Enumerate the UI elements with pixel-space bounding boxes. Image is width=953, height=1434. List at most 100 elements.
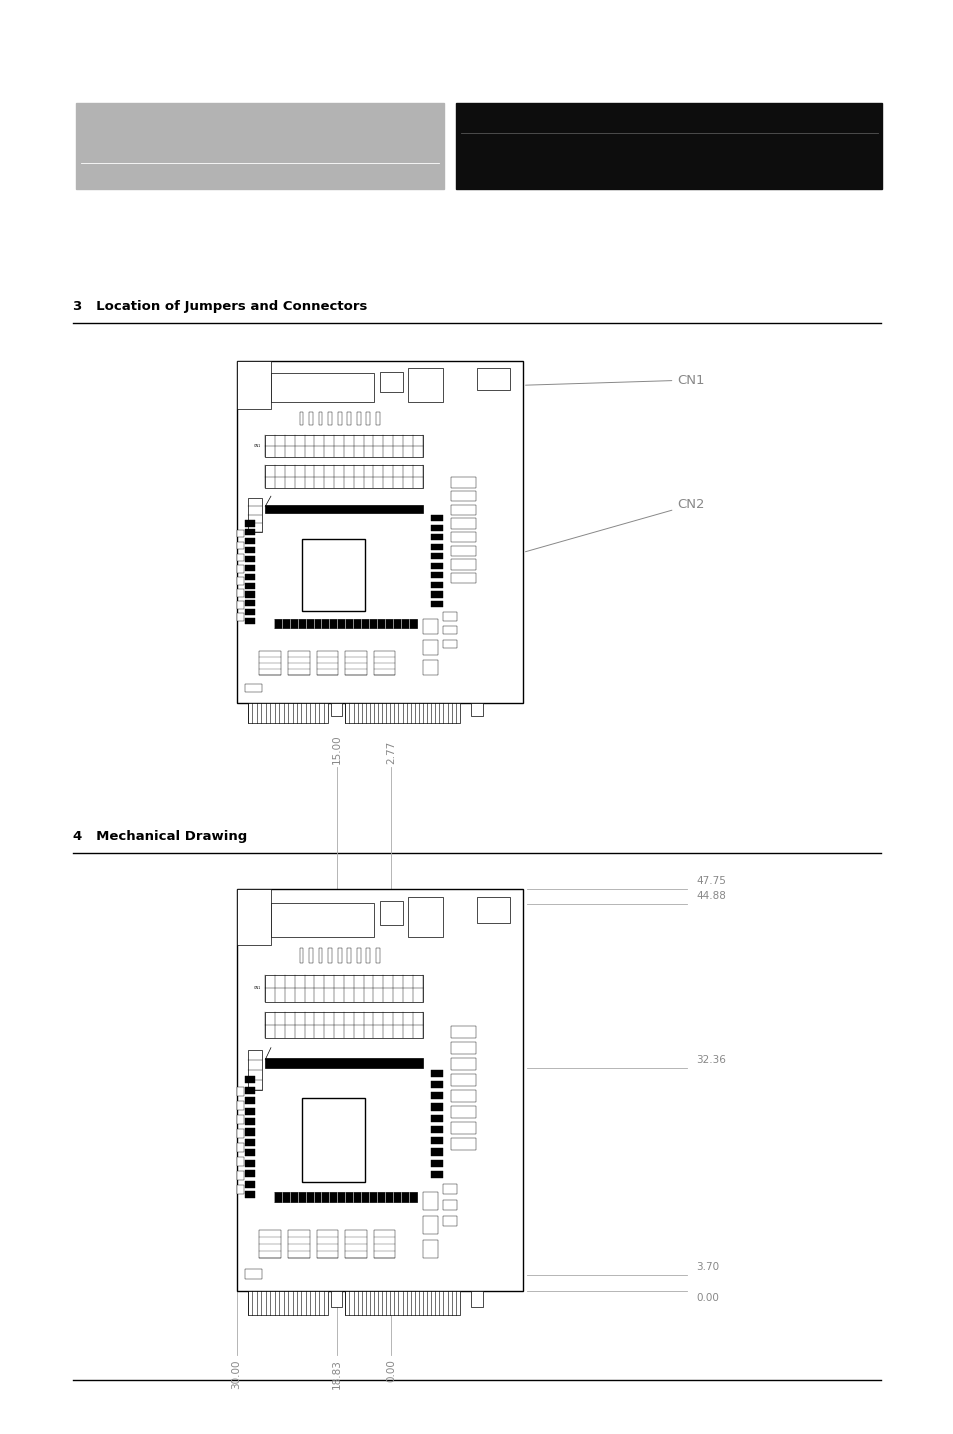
Bar <box>299 948 303 964</box>
Text: 3.70: 3.70 <box>696 1262 719 1272</box>
Bar <box>422 1192 437 1210</box>
Bar <box>379 901 402 925</box>
Bar <box>442 625 456 634</box>
Bar <box>245 546 254 554</box>
Bar <box>245 574 254 579</box>
Bar <box>345 1230 366 1259</box>
Bar <box>451 1139 475 1150</box>
Text: 4   Mechanical Drawing: 4 Mechanical Drawing <box>73 830 248 843</box>
Text: CN1: CN1 <box>253 445 261 447</box>
Bar <box>345 651 366 675</box>
Bar <box>245 609 254 615</box>
Bar <box>236 889 522 1291</box>
Bar <box>318 948 322 964</box>
Bar <box>431 1070 442 1077</box>
Bar <box>245 1087 254 1094</box>
Bar <box>245 591 254 598</box>
Bar <box>236 1143 243 1152</box>
Bar <box>248 1291 328 1315</box>
Bar <box>379 371 402 391</box>
Bar <box>265 1011 422 1038</box>
Bar <box>236 614 243 621</box>
Bar <box>318 412 322 424</box>
Bar <box>442 1200 456 1210</box>
Bar <box>271 373 374 403</box>
Bar <box>302 539 365 611</box>
Bar <box>236 601 243 609</box>
Bar <box>431 1172 442 1179</box>
Bar <box>248 498 262 532</box>
Text: 47.75: 47.75 <box>696 876 725 886</box>
Bar <box>451 518 475 529</box>
Bar <box>366 412 370 424</box>
Bar <box>374 1230 395 1259</box>
Bar <box>265 1058 422 1068</box>
Bar <box>236 889 271 945</box>
Bar <box>451 1025 475 1038</box>
Bar <box>442 1216 456 1226</box>
Bar <box>456 103 882 189</box>
Bar <box>245 582 254 589</box>
Bar <box>245 684 262 693</box>
Bar <box>316 651 337 675</box>
Bar <box>288 1230 310 1259</box>
Bar <box>299 412 303 424</box>
Bar <box>271 903 374 938</box>
Bar <box>274 1192 416 1202</box>
Bar <box>236 1172 243 1180</box>
Bar <box>245 1170 254 1177</box>
Text: 0.00: 0.00 <box>386 1359 395 1382</box>
Bar <box>345 1291 459 1315</box>
Bar <box>245 538 254 545</box>
Bar <box>245 601 254 607</box>
Bar <box>245 521 254 526</box>
Bar <box>328 412 332 424</box>
Bar <box>431 533 442 541</box>
Bar <box>431 1149 442 1156</box>
Bar <box>451 1074 475 1086</box>
Bar <box>451 546 475 556</box>
Text: 3   Location of Jumpers and Connectors: 3 Location of Jumpers and Connectors <box>73 300 368 313</box>
Bar <box>76 103 443 189</box>
Bar <box>451 478 475 488</box>
Bar <box>236 1157 243 1166</box>
Bar <box>309 412 313 424</box>
Bar <box>236 1116 243 1124</box>
Text: CN1: CN1 <box>253 987 261 991</box>
Bar <box>431 554 442 559</box>
Bar <box>451 505 475 515</box>
Bar <box>265 505 422 513</box>
Bar <box>408 898 442 938</box>
Bar <box>245 618 254 624</box>
Bar <box>451 1041 475 1054</box>
Bar <box>309 948 313 964</box>
Bar <box>431 582 442 588</box>
Bar <box>471 703 482 717</box>
Bar <box>331 703 342 717</box>
Bar <box>245 1097 254 1104</box>
Bar <box>442 640 456 648</box>
Bar <box>236 361 522 703</box>
Bar <box>375 412 379 424</box>
Bar <box>245 1129 254 1136</box>
Text: 44.88: 44.88 <box>696 891 725 901</box>
Bar <box>245 1119 254 1126</box>
Bar <box>245 1160 254 1167</box>
Bar <box>236 1087 243 1096</box>
Bar <box>328 948 332 964</box>
Bar <box>345 703 459 723</box>
Text: 32.36: 32.36 <box>696 1055 725 1065</box>
Bar <box>236 589 243 597</box>
Bar <box>245 1149 254 1156</box>
Text: CN1: CN1 <box>525 373 704 387</box>
Bar <box>337 412 341 424</box>
Bar <box>248 1050 262 1090</box>
Bar <box>274 619 416 628</box>
Bar <box>476 898 509 923</box>
Bar <box>431 1104 442 1111</box>
Bar <box>302 1098 365 1182</box>
Bar <box>366 948 370 964</box>
Bar <box>245 1139 254 1146</box>
Bar <box>265 975 422 1001</box>
Bar <box>431 1160 442 1167</box>
